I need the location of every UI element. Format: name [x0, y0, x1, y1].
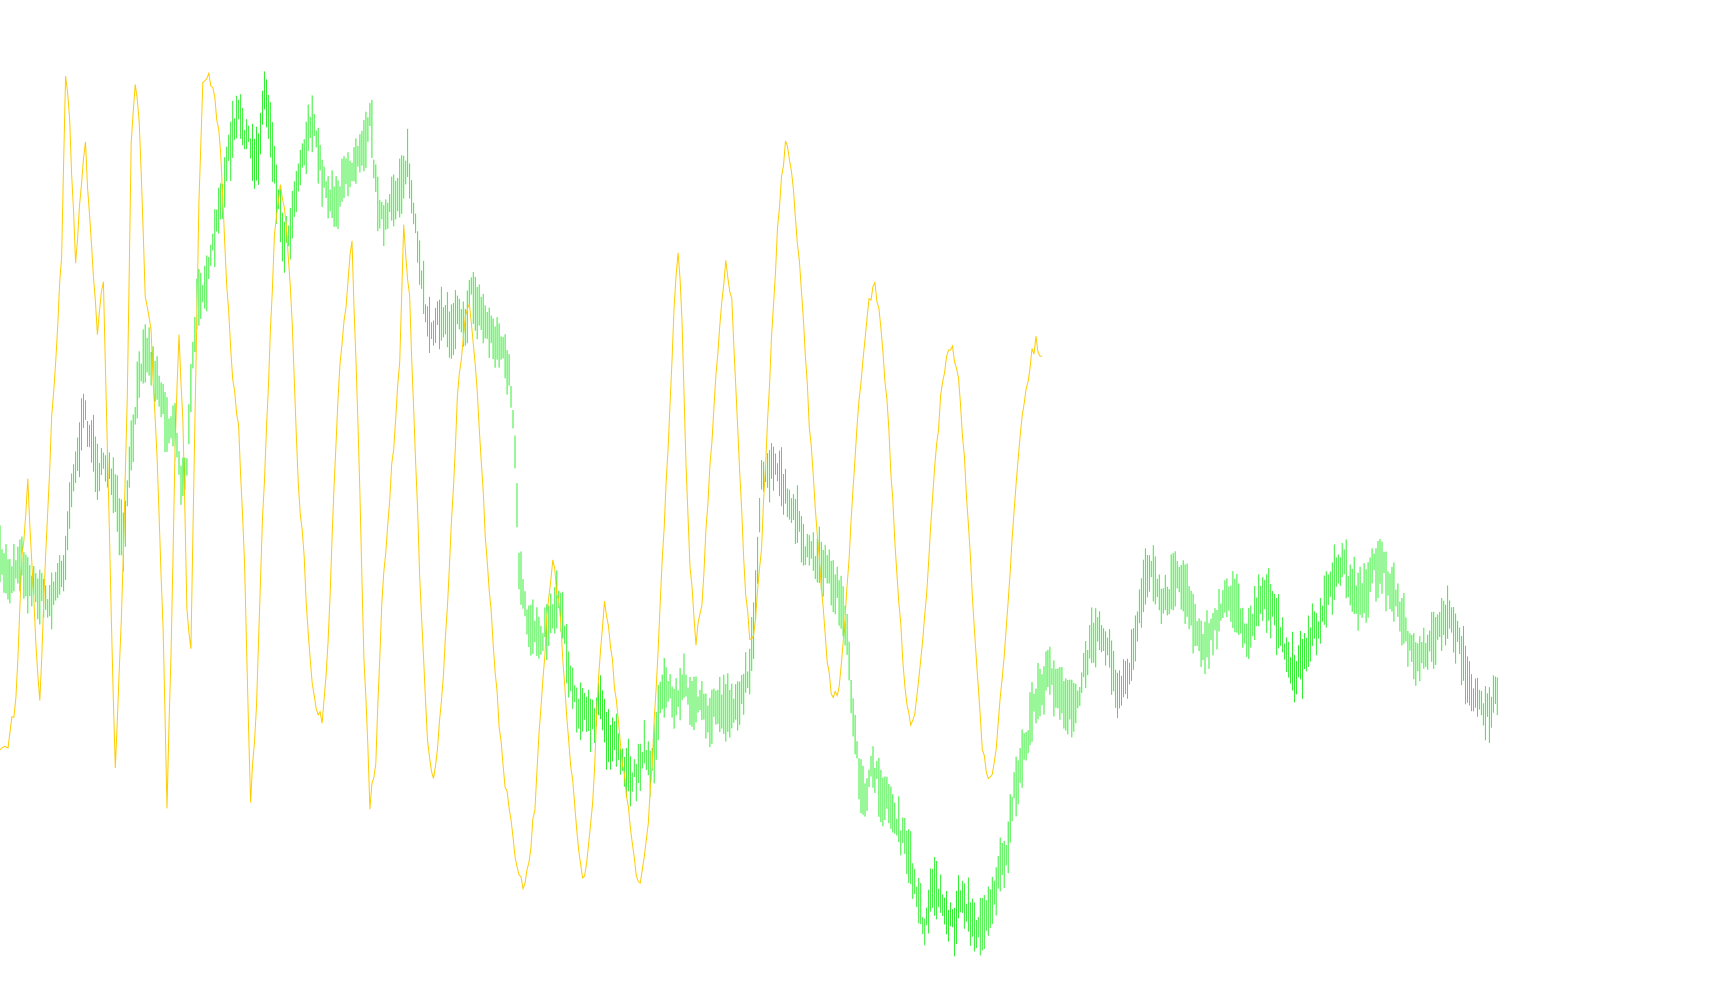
price-bars-series	[0, 71, 1498, 957]
oscillator-series	[0, 71, 1043, 891]
oscillator-line	[0, 71, 1043, 891]
